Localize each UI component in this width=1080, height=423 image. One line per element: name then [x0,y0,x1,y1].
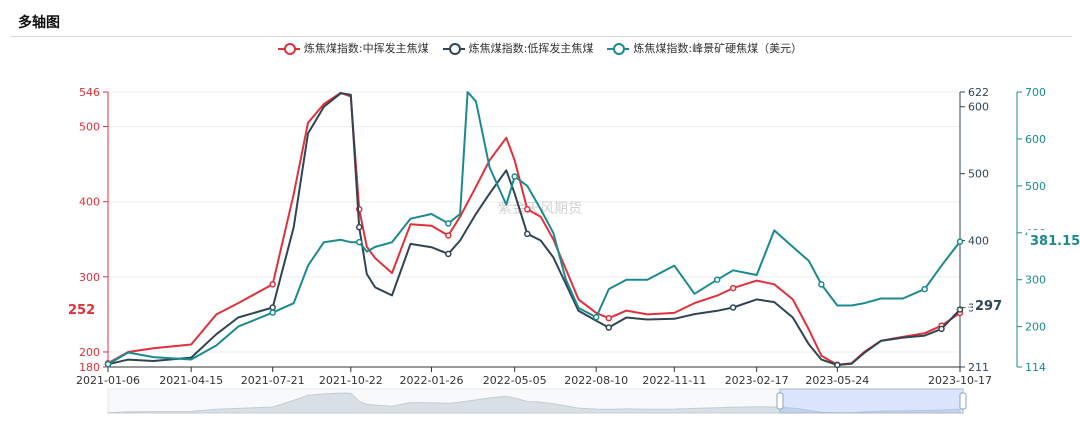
series-point-3 [921,285,928,293]
x-tick-label: 2023-10-17 [928,374,992,387]
y-tick-label: 300 [79,271,100,284]
series-point-3 [956,238,964,245]
series-point-2 [269,304,276,311]
legend-item-mid-volatile[interactable]: 炼焦煤指数:中挥发主焦煤 [277,40,429,56]
x-tick-label: 2022-08-10 [564,374,628,387]
series-point-3 [818,281,825,288]
y-tick-label: 546 [79,86,100,99]
x-tick-label: 2021-10-22 [319,374,383,387]
y2-tick-label: 400 [968,235,989,248]
right-axis-1-pointer [955,305,976,310]
y-tick-label: 400 [79,196,100,209]
y3-tick-label: 700 [1025,86,1046,99]
series-point-2 [445,250,452,258]
series-point-2 [956,306,964,313]
y3-tick-label: 600 [1025,133,1046,146]
series-point-2 [938,325,945,333]
series-point-2 [729,304,737,311]
series-point-1 [445,232,452,239]
series-line-1 [107,91,961,366]
legend-marker-icon [442,42,465,55]
x-tick-label: 2023-02-17 [725,374,789,387]
y3-tick-label: 300 [1025,274,1046,287]
zoom-slider-window [779,388,964,414]
y3-tick-label: 500 [1025,180,1046,193]
right-axis-1-value-bg [973,296,1001,314]
y3-tick-label: 114 [1025,361,1046,374]
series-line-2 [107,92,961,366]
series-point-2 [355,223,363,231]
y-tick-label: 500 [79,121,100,134]
legend-label: 炼焦煤指数:峰景矿硬焦煤（美元） [633,42,803,55]
series-point-1 [729,284,737,292]
y3-tick-label: 200 [1025,321,1046,334]
y2-tick-label: 500 [968,168,989,181]
series-point-2 [834,361,841,369]
series-point-1 [524,205,531,213]
zoom-handle-left[interactable] [776,392,784,410]
series-point-3 [592,314,600,321]
legend-label: 炼焦煤指数:低挥发主焦煤 [468,42,594,55]
y-tick-label: 200 [79,346,100,359]
y2-tick-label: 600 [968,101,989,114]
title-divider [10,36,1072,37]
x-tick-label: 2021-07-21 [241,374,305,387]
series-point-3 [511,173,518,180]
x-tick-label: 2021-01-06 [76,374,140,387]
legend-item-low-volatile[interactable]: 炼焦煤指数:低挥发主焦煤 [442,40,594,56]
series-point-1 [269,281,276,288]
page-title: 多轴图 [18,15,60,31]
legend-item-peak-downs[interactable]: 炼焦煤指数:峰景矿硬焦煤（美元） [607,40,802,56]
chart-legend: 炼焦煤指数:中挥发主焦煤 炼焦煤指数:低挥发主焦煤 炼焦煤指数:峰景矿硬焦煤（美… [0,40,1080,56]
x-tick-label: 2023-05-24 [805,374,869,387]
right-axis-2-current-value: 381.15 [1030,234,1080,249]
series-line-3 [107,91,961,366]
y2-tick-label: 211 [968,361,989,374]
series-point-3 [713,276,721,283]
right-axis-2-value-bg [1027,230,1080,250]
series-point-2 [605,324,613,331]
series-point-3 [269,309,276,316]
x-tick-label: 2022-01-26 [400,374,464,387]
series-point-3 [104,360,112,368]
y-tick-label: 180 [79,361,100,374]
x-tick-label: 2021-04-15 [159,374,223,387]
legend-marker-icon [607,42,630,55]
y2-tick-label: 622 [968,86,989,99]
series-point-3 [445,220,452,227]
x-tick-label: 2022-05-05 [483,374,547,387]
right-axis-1-current-value: 297 [975,299,1002,314]
left-axis-current-value: 252 [68,303,95,318]
legend-marker-icon [277,42,300,55]
legend-label: 炼焦煤指数:中挥发主焦煤 [303,42,429,55]
series-point-2 [524,230,531,238]
series-point-3 [355,238,363,246]
zoom-handle-right[interactable] [959,392,967,410]
series-point-1 [605,314,613,322]
x-tick-label: 2022-11-11 [642,374,706,387]
